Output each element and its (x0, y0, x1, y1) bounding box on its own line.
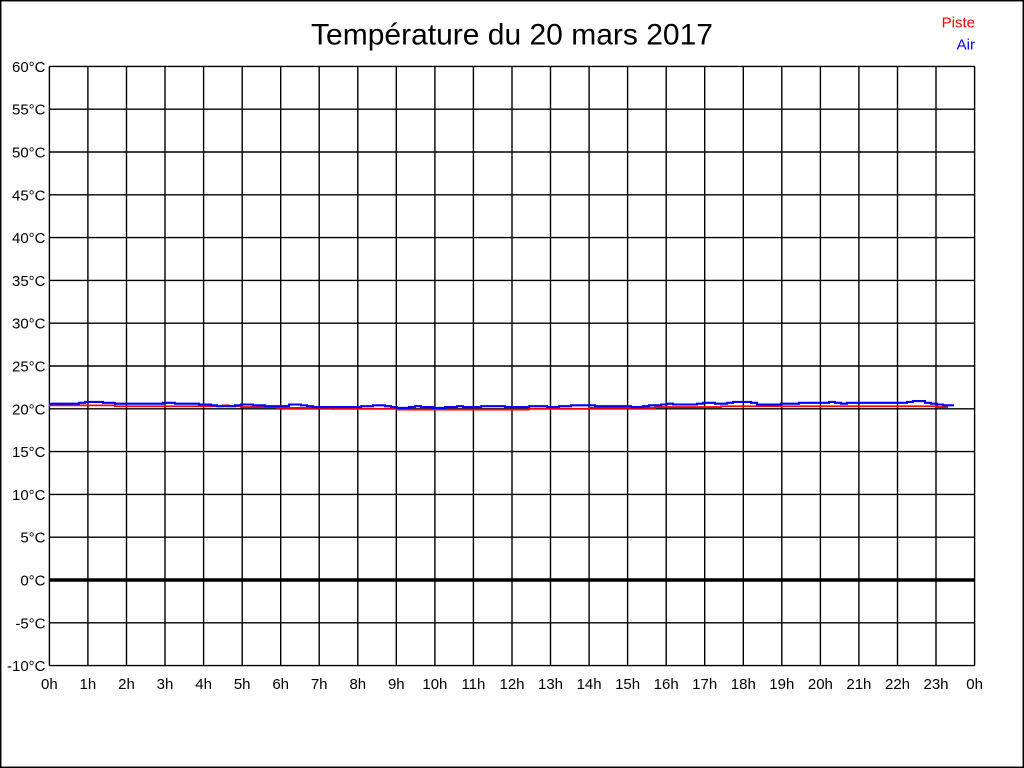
svg-text:40°C: 40°C (12, 230, 46, 247)
svg-text:8h: 8h (349, 676, 366, 693)
svg-text:0°C: 0°C (20, 573, 45, 590)
svg-text:5h: 5h (234, 676, 251, 693)
svg-text:50°C: 50°C (12, 145, 46, 162)
svg-text:Piste: Piste (942, 15, 975, 32)
svg-text:17h: 17h (692, 676, 717, 693)
svg-text:2h: 2h (118, 676, 135, 693)
svg-text:10h: 10h (422, 676, 447, 693)
svg-text:11h: 11h (461, 676, 485, 693)
svg-text:55°C: 55°C (12, 102, 46, 119)
svg-text:6h: 6h (272, 676, 289, 693)
svg-text:21h: 21h (846, 676, 871, 693)
svg-text:25°C: 25°C (12, 359, 46, 376)
svg-text:0h: 0h (966, 676, 983, 693)
svg-text:60°C: 60°C (12, 59, 46, 76)
svg-text:Température du 20 mars 2017: Température du 20 mars 2017 (311, 19, 713, 52)
svg-text:13h: 13h (538, 676, 563, 693)
svg-text:45°C: 45°C (12, 187, 46, 204)
svg-text:12h: 12h (499, 676, 524, 693)
svg-text:4h: 4h (195, 676, 212, 693)
svg-text:-10°C: -10°C (7, 658, 46, 675)
svg-text:20h: 20h (808, 676, 833, 693)
svg-text:7h: 7h (311, 676, 328, 693)
svg-text:14h: 14h (577, 676, 602, 693)
svg-text:22h: 22h (885, 676, 910, 693)
svg-text:1h: 1h (80, 676, 97, 693)
svg-text:16h: 16h (654, 676, 679, 693)
svg-text:23h: 23h (923, 676, 948, 693)
svg-text:Air: Air (957, 37, 975, 54)
svg-text:35°C: 35°C (12, 273, 46, 290)
svg-text:3h: 3h (157, 676, 174, 693)
svg-text:19h: 19h (769, 676, 794, 693)
svg-text:5°C: 5°C (20, 530, 45, 547)
svg-text:15°C: 15°C (12, 444, 46, 461)
svg-text:-5°C: -5°C (15, 615, 45, 632)
svg-text:20°C: 20°C (12, 401, 46, 418)
svg-text:10°C: 10°C (12, 487, 46, 504)
svg-text:30°C: 30°C (12, 316, 46, 333)
svg-text:9h: 9h (388, 676, 405, 693)
svg-text:18h: 18h (731, 676, 756, 693)
svg-text:0h: 0h (41, 676, 58, 693)
svg-text:15h: 15h (615, 676, 640, 693)
